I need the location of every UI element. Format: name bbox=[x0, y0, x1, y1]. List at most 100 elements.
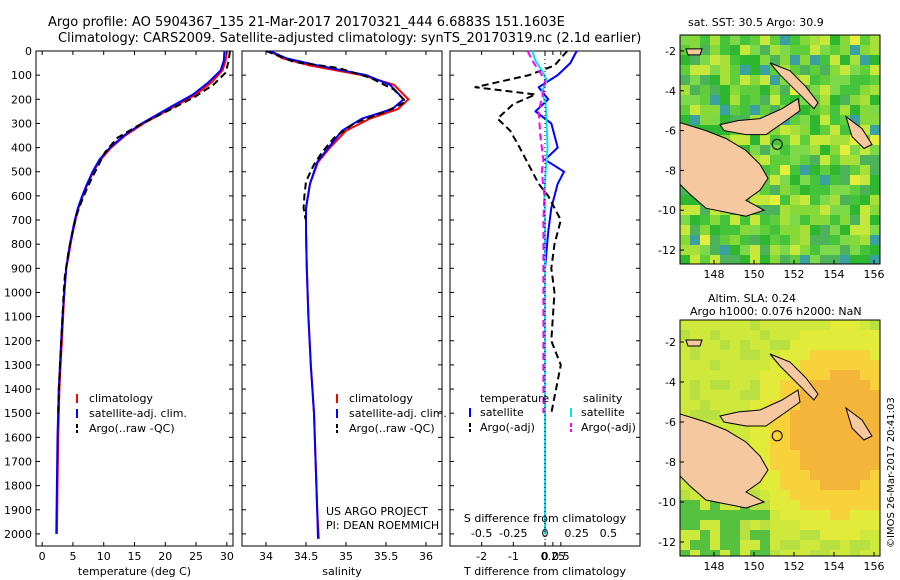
sst-map-cell bbox=[690, 245, 700, 255]
sla-map-cell bbox=[690, 400, 700, 410]
sla-map-cell bbox=[810, 470, 820, 480]
sst-map-cell bbox=[810, 35, 820, 45]
sst-map-cell bbox=[680, 225, 690, 235]
sst-map-cell bbox=[830, 155, 840, 165]
sla-map-cell bbox=[680, 550, 690, 556]
sst-map-cell bbox=[680, 245, 690, 255]
sst-map-cell bbox=[780, 55, 790, 65]
sst-map-cell bbox=[770, 205, 780, 215]
sla-map-plot-area bbox=[680, 320, 880, 556]
sla-map-cell bbox=[760, 360, 770, 370]
difference-series-salinity_sat bbox=[531, 50, 549, 534]
sst-map-cell bbox=[790, 245, 800, 255]
sla-map-cell bbox=[810, 450, 820, 460]
sla-map-cell bbox=[820, 370, 830, 380]
temperature-legend-label-climatology: climatology bbox=[89, 392, 153, 405]
sla-map-cell bbox=[770, 380, 780, 390]
sst-map-cell bbox=[750, 45, 760, 55]
sla-map-cell bbox=[710, 390, 720, 400]
sla-map-cell bbox=[750, 400, 760, 410]
sst-map-cell bbox=[810, 195, 820, 205]
sst-map-cell bbox=[770, 45, 780, 55]
legend-label-satellite: satellite bbox=[480, 406, 524, 419]
sst-map-cell bbox=[820, 175, 830, 185]
sla-map-cell bbox=[780, 520, 790, 530]
sla-map-cell bbox=[780, 450, 790, 460]
sst-map-cell bbox=[800, 145, 810, 155]
sla-map-cell bbox=[720, 340, 730, 350]
sla-map-cell bbox=[710, 340, 720, 350]
sst-map-xtick-label: 150 bbox=[744, 268, 765, 281]
sst-map-cell bbox=[850, 95, 860, 105]
sst-map-cell bbox=[810, 255, 820, 264]
difference-legend: temperature salinitysatelliteArgo(-adj)sa… bbox=[469, 392, 636, 434]
sst-map-cell bbox=[710, 35, 720, 45]
sst-map-cell bbox=[740, 75, 750, 85]
sst-map-cell bbox=[700, 55, 710, 65]
sla-map-cell bbox=[840, 380, 850, 390]
temperature-ytick-label: 1700 bbox=[4, 455, 32, 468]
sst-map-cell bbox=[710, 225, 720, 235]
sla-map-cell bbox=[730, 360, 740, 370]
difference-series-salinity_argo bbox=[526, 50, 546, 414]
sla-map-cell bbox=[710, 530, 720, 540]
sla-map-argo-marker bbox=[771, 430, 783, 442]
sst-map-cell bbox=[850, 145, 860, 155]
sst-map-cell bbox=[760, 245, 770, 255]
sla-map-cell bbox=[810, 440, 820, 450]
sst-map-cell bbox=[860, 175, 870, 185]
difference-xtick-label: -2 bbox=[476, 550, 487, 563]
sst-map-cell bbox=[720, 235, 730, 245]
sla-map-cell bbox=[730, 340, 740, 350]
sst-map-cell bbox=[810, 145, 820, 155]
sst-map-cell bbox=[770, 85, 780, 95]
sla-map-cell bbox=[780, 410, 790, 420]
sla-map-cell bbox=[820, 470, 830, 480]
sst-map-cell bbox=[770, 215, 780, 225]
sla-map-cell bbox=[840, 550, 850, 556]
sla-map-cell bbox=[850, 530, 860, 540]
sla-map-cell bbox=[840, 540, 850, 550]
sla-map-cell bbox=[800, 460, 810, 470]
sst-map-cell bbox=[810, 45, 820, 55]
sst-map-cell bbox=[830, 85, 840, 95]
sla-map-cell bbox=[690, 520, 700, 530]
sla-map-cell bbox=[810, 420, 820, 430]
sst-map-cell bbox=[740, 255, 750, 264]
sst-map-cell bbox=[790, 215, 800, 225]
sla-map-cell bbox=[770, 460, 780, 470]
sst-map-cell bbox=[720, 225, 730, 235]
sst-map-land-new-guinea bbox=[680, 122, 769, 217]
sla-map-cell bbox=[690, 390, 700, 400]
sla-map-cell bbox=[690, 510, 700, 520]
sla-map-cell bbox=[750, 490, 760, 500]
sla-map-cell bbox=[680, 320, 690, 330]
difference-xtick-label: 0.5 bbox=[552, 550, 570, 563]
sst-map-cell bbox=[680, 205, 690, 215]
sla-map-cell bbox=[700, 330, 710, 340]
sla-map-cell bbox=[810, 540, 820, 550]
sst-map-cell bbox=[800, 195, 810, 205]
sla-map-cell bbox=[720, 400, 730, 410]
sla-map-cell bbox=[800, 410, 810, 420]
sla-map-cell bbox=[860, 370, 870, 380]
sla-map-cell bbox=[870, 420, 880, 430]
sst-map-cell bbox=[760, 145, 770, 155]
salinity-xtick-label: 34.5 bbox=[294, 550, 319, 563]
sla-map-cell bbox=[850, 450, 860, 460]
sst-map-cell bbox=[680, 105, 690, 115]
sst-map-cell bbox=[820, 35, 830, 45]
sla-map-cell bbox=[860, 490, 870, 500]
sla-map-land-new-guinea bbox=[680, 413, 769, 509]
sla-map-cell bbox=[710, 520, 720, 530]
sla-map-cell bbox=[790, 500, 800, 510]
sla-map-cell bbox=[860, 450, 870, 460]
sst-map-cell bbox=[840, 125, 850, 135]
sla-map-cell bbox=[870, 460, 880, 470]
sla-map-ytick-label: -12 bbox=[658, 536, 676, 549]
sst-map-cell bbox=[830, 55, 840, 65]
sla-map-cell bbox=[780, 350, 790, 360]
sla-map-cell bbox=[750, 440, 760, 450]
sst-map-cell bbox=[870, 35, 880, 45]
sst-map-cell bbox=[690, 75, 700, 85]
